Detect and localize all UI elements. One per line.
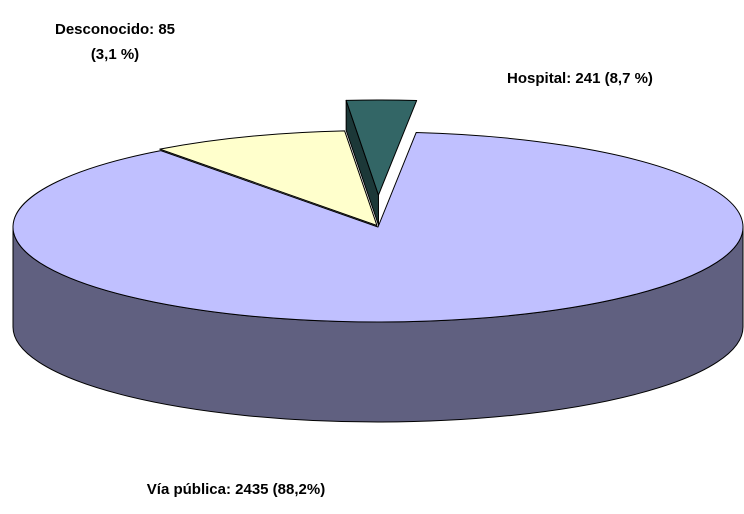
slice-label: Hospital: 241 (8,7 %)	[507, 70, 653, 87]
slice-label: Vía pública: 2435 (88,2%)	[147, 481, 325, 498]
slice	[12, 132, 744, 323]
slice-label: Desconocido: 85	[55, 21, 175, 38]
slice	[345, 99, 418, 196]
slice	[159, 130, 378, 226]
slice-label: (3,1 %)	[91, 46, 139, 63]
